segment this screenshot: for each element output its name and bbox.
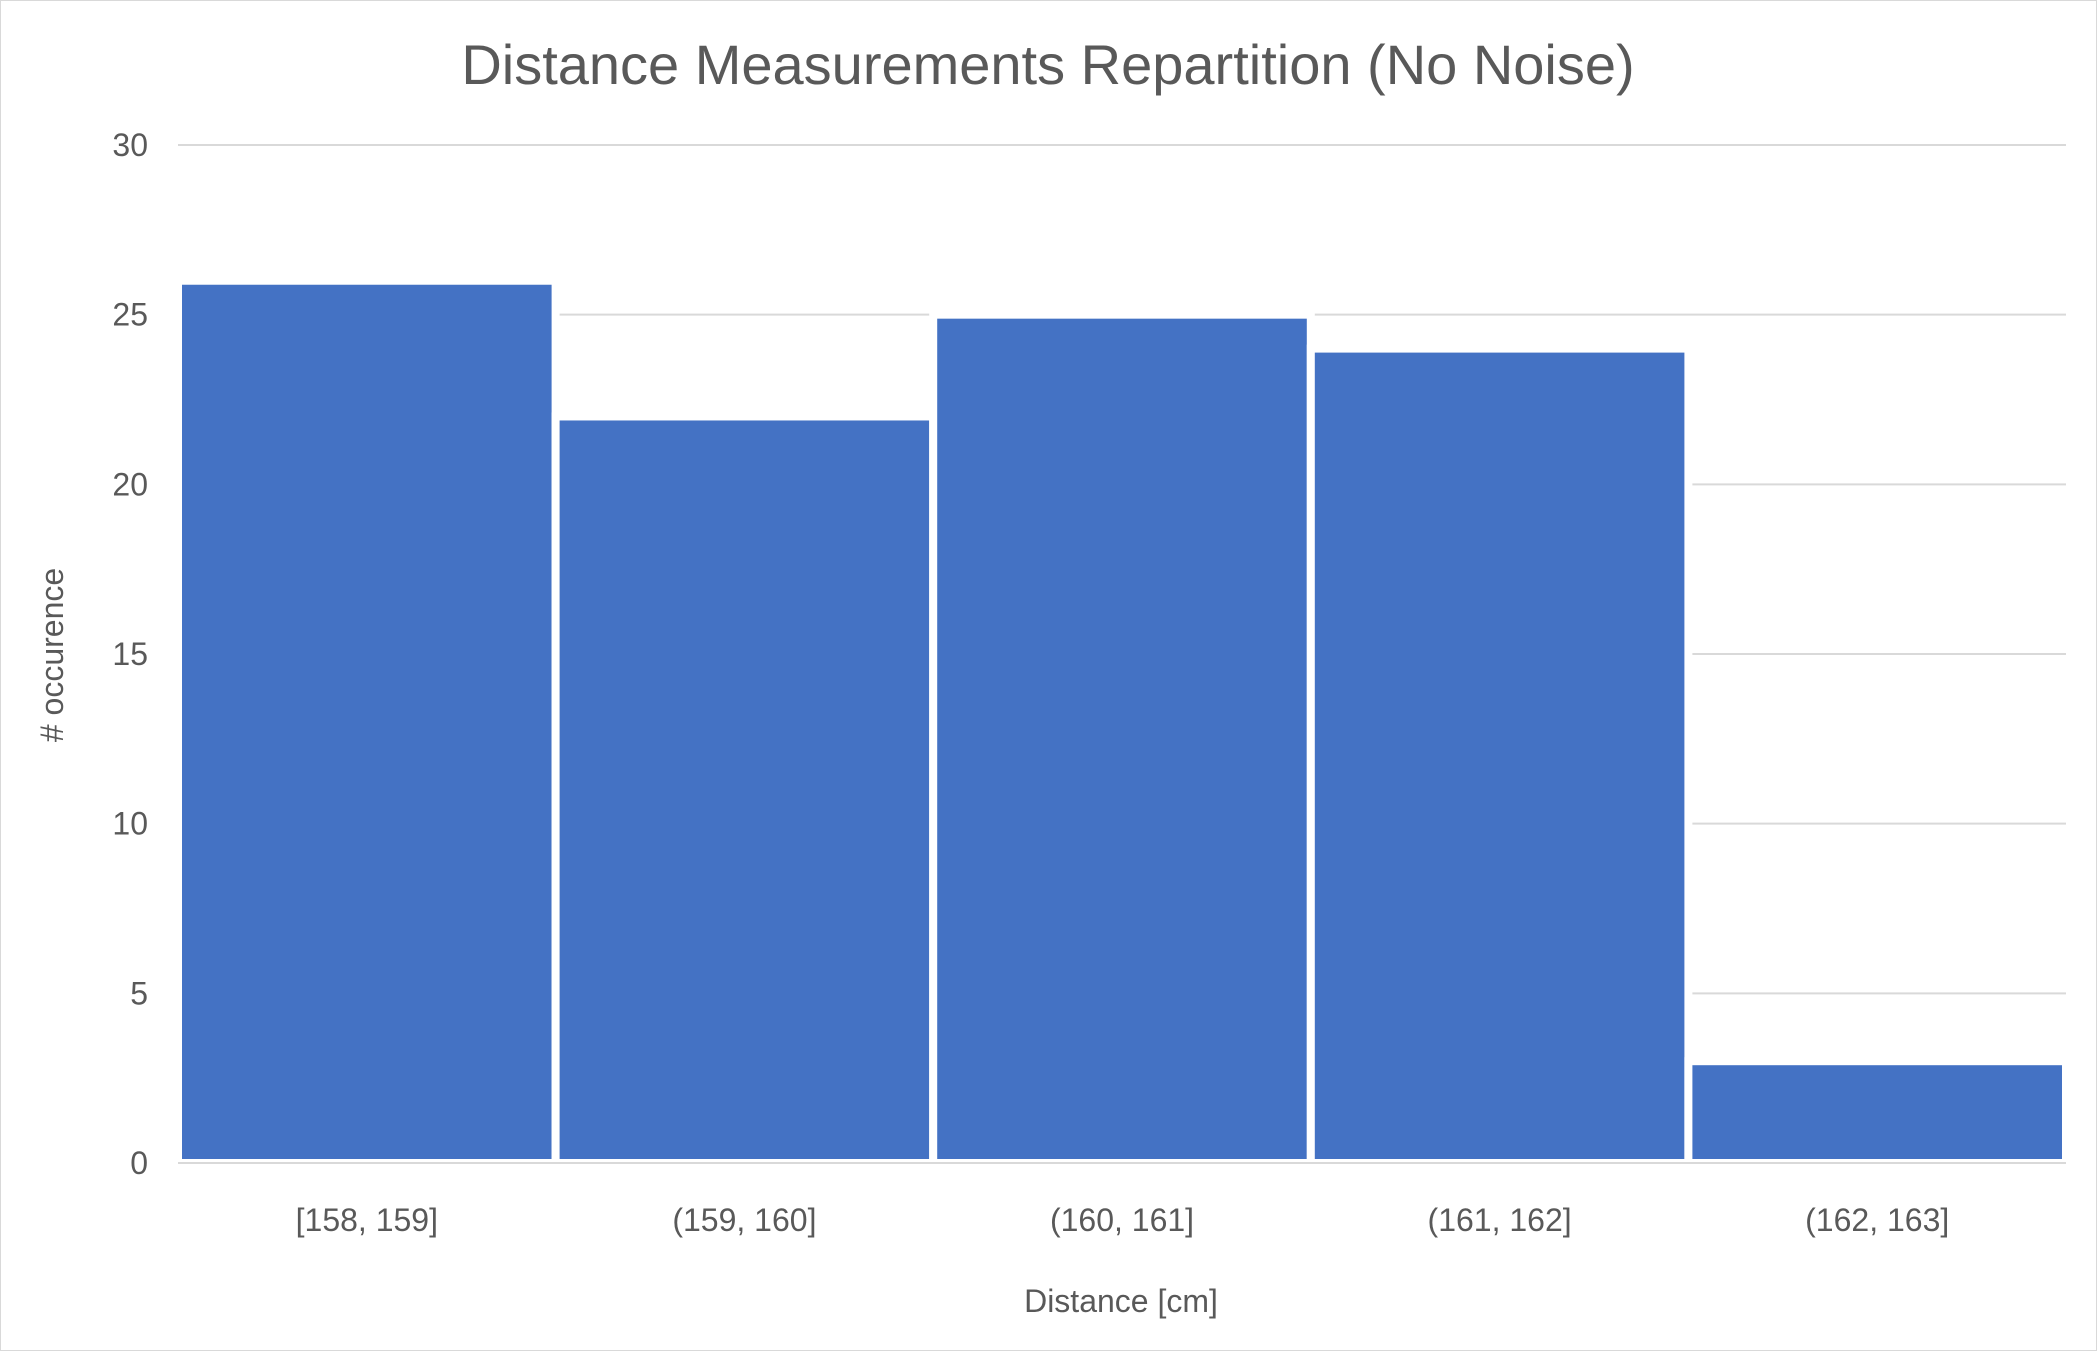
y-tick-label: 30 [112,127,148,163]
bars [174,276,2071,1168]
x-tick-label: (160, 161] [1050,1202,1194,1238]
y-tick-label: 15 [112,636,148,672]
x-tick-label: [158, 159] [296,1202,438,1238]
chart-title: Distance Measurements Repartition (No No… [461,33,1634,96]
y-tick-label: 5 [130,975,148,1011]
y-tick-label: 25 [112,297,148,333]
bar [1306,344,1693,1168]
x-tick-label: (162, 163] [1805,1202,1949,1238]
y-tick-label: 10 [112,806,148,842]
bar [551,412,938,1167]
y-tick-label: 20 [112,466,148,502]
y-axis-ticks: 0 5 10 15 20 25 30 [112,127,148,1181]
bar [929,310,1315,1167]
x-axis-ticks: [158, 159] (159, 160] (160, 161] (161, 162]… [296,1202,1950,1238]
x-tick-label: (161, 162] [1428,1202,1572,1238]
bar [174,276,560,1167]
bar [1684,1057,2071,1167]
x-axis-title: Distance [cm] [1024,1283,1218,1319]
y-tick-label: 0 [130,1145,148,1181]
x-tick-label: (159, 160] [672,1202,816,1238]
y-axis-title: # occurence [34,568,70,742]
